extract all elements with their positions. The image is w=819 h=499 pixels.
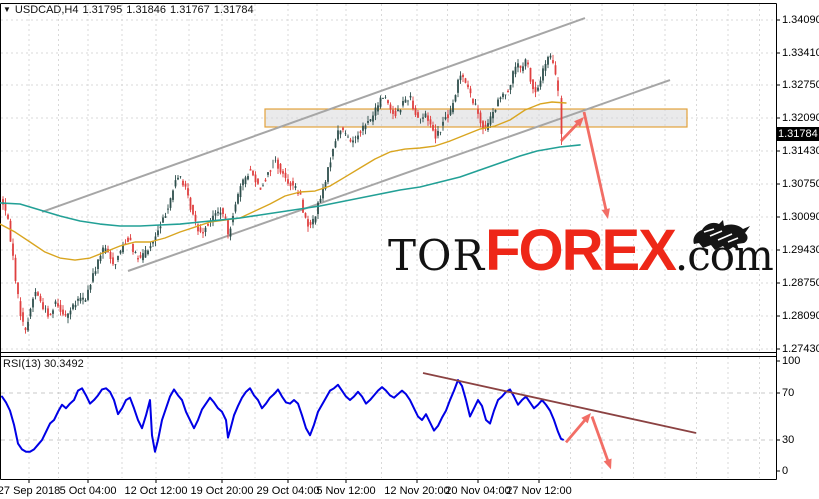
price-axis-label: 1.31430 xyxy=(782,145,819,157)
time-axis-label: 12 Oct 12:00 xyxy=(124,485,188,497)
time-axis-label: 20 Nov 04:00 xyxy=(445,485,511,497)
time-axis-label: 5 Nov 12:00 xyxy=(316,485,376,497)
bull-icon xyxy=(693,220,750,251)
rsi-axis-label: 30 xyxy=(782,434,795,446)
price-axis-label: 1.30750 xyxy=(782,178,819,190)
price-axis[interactable] xyxy=(776,3,819,479)
price-axis-label: 1.28750 xyxy=(782,277,819,289)
low-value: 1.31767 xyxy=(170,4,210,16)
rsi-axis-label: 100 xyxy=(782,355,801,367)
time-axis-label: 29 Oct 04:00 xyxy=(256,485,320,497)
time-axis[interactable] xyxy=(0,480,776,499)
main-chart-area[interactable] xyxy=(0,3,776,352)
price-axis-label: 1.32750 xyxy=(782,79,819,91)
price-axis-label: 1.29430 xyxy=(782,244,819,256)
price-axis-label: 1.28090 xyxy=(782,310,819,322)
close-value: 1.31784 xyxy=(213,4,254,16)
time-axis-label: 12 Nov 20:00 xyxy=(384,485,450,497)
current-price-tag: 1.31784 xyxy=(776,127,819,141)
time-axis-label: 19 Oct 20:00 xyxy=(190,485,254,497)
price-axis-label: 1.27430 xyxy=(782,343,819,355)
price-axis-label: 1.30090 xyxy=(782,211,819,223)
rsi-axis-label: 0 xyxy=(782,465,789,477)
rsi-pane-area[interactable] xyxy=(0,356,776,479)
open-value: 1.31795 xyxy=(82,4,123,16)
rsi-indicator-label: RSI(13) 30.3492 xyxy=(3,358,84,370)
symbol-dropdown-icon[interactable]: ▼ xyxy=(3,5,11,14)
ohlc-header: ▼ USDCAD,H4 1.31795 1.31846 1.31767 1.31784 xyxy=(3,4,258,16)
price-axis-label: 1.32090 xyxy=(782,112,819,124)
symbol-label: USDCAD,H4 xyxy=(14,4,79,16)
price-axis-label: 1.33410 xyxy=(782,47,819,59)
time-axis-label: 5 Oct 04:00 xyxy=(59,485,117,497)
time-axis-label: 27 Sep 2018 xyxy=(0,485,61,497)
time-axis-label: 27 Nov 12:00 xyxy=(506,485,572,497)
high-value: 1.31846 xyxy=(126,4,167,16)
price-axis-label: 1.34090 xyxy=(782,14,819,26)
rsi-axis-label: 70 xyxy=(782,387,795,399)
